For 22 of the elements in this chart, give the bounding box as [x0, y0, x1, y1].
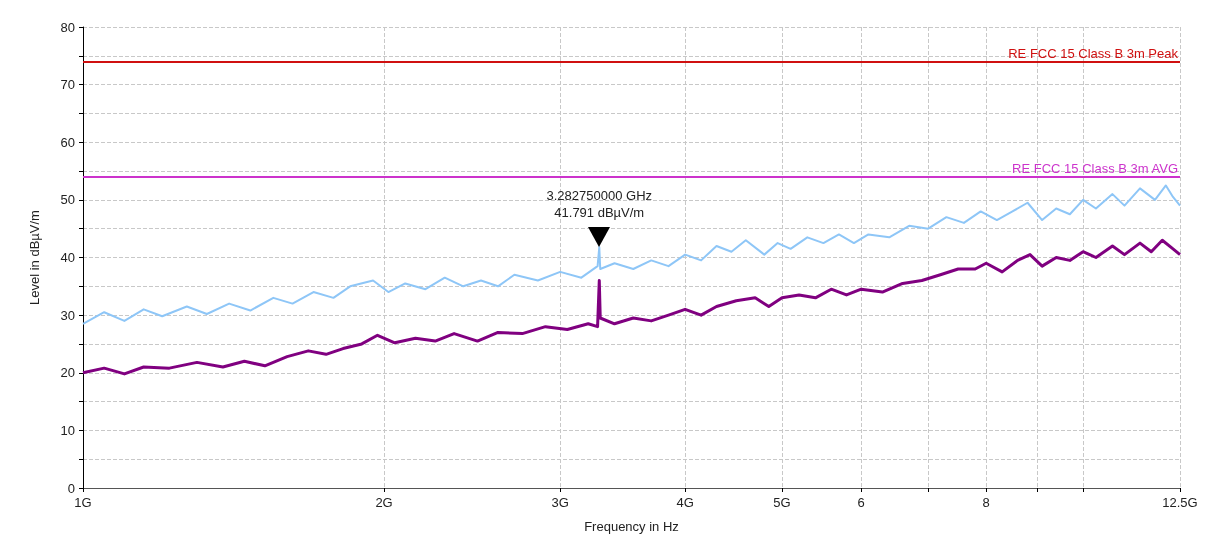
ref-line-label: RE FCC 15 Class B 3m Peak — [1008, 45, 1179, 61]
x-tick-label: 3G — [551, 495, 569, 510]
y-tick-label: 50 — [60, 192, 75, 208]
x-tick-label: 5G — [773, 495, 791, 510]
y-tick-label: 70 — [60, 77, 75, 93]
ref-line-label: RE FCC 15 Class B 3m AVG — [1012, 160, 1178, 176]
y-tick-label: 60 — [60, 134, 75, 150]
x-tick-label: 4G — [676, 495, 694, 510]
x-tick-label: 2G — [375, 495, 393, 510]
y-axis-title: Level in dBµV/m — [27, 210, 42, 305]
y-tick-label: 40 — [60, 250, 75, 265]
y-tick-label: 80 — [60, 19, 75, 35]
x-axis-title: Frequency in Hz — [584, 519, 679, 534]
x-tick-label: 8 — [982, 495, 990, 510]
y-tick-label: 20 — [60, 365, 75, 381]
x-tick-label: 1G — [74, 495, 92, 510]
y-tick-label: 30 — [60, 307, 75, 323]
annotation: 3.282750000 GHz 41.791 dBµV/m — [545, 187, 654, 222]
y-tick-label: 10 — [60, 422, 75, 438]
y-tick-label: 0 — [67, 480, 75, 496]
x-tick-label: 12.5G — [1162, 495, 1198, 510]
x-tick-label: 6 — [857, 495, 865, 510]
